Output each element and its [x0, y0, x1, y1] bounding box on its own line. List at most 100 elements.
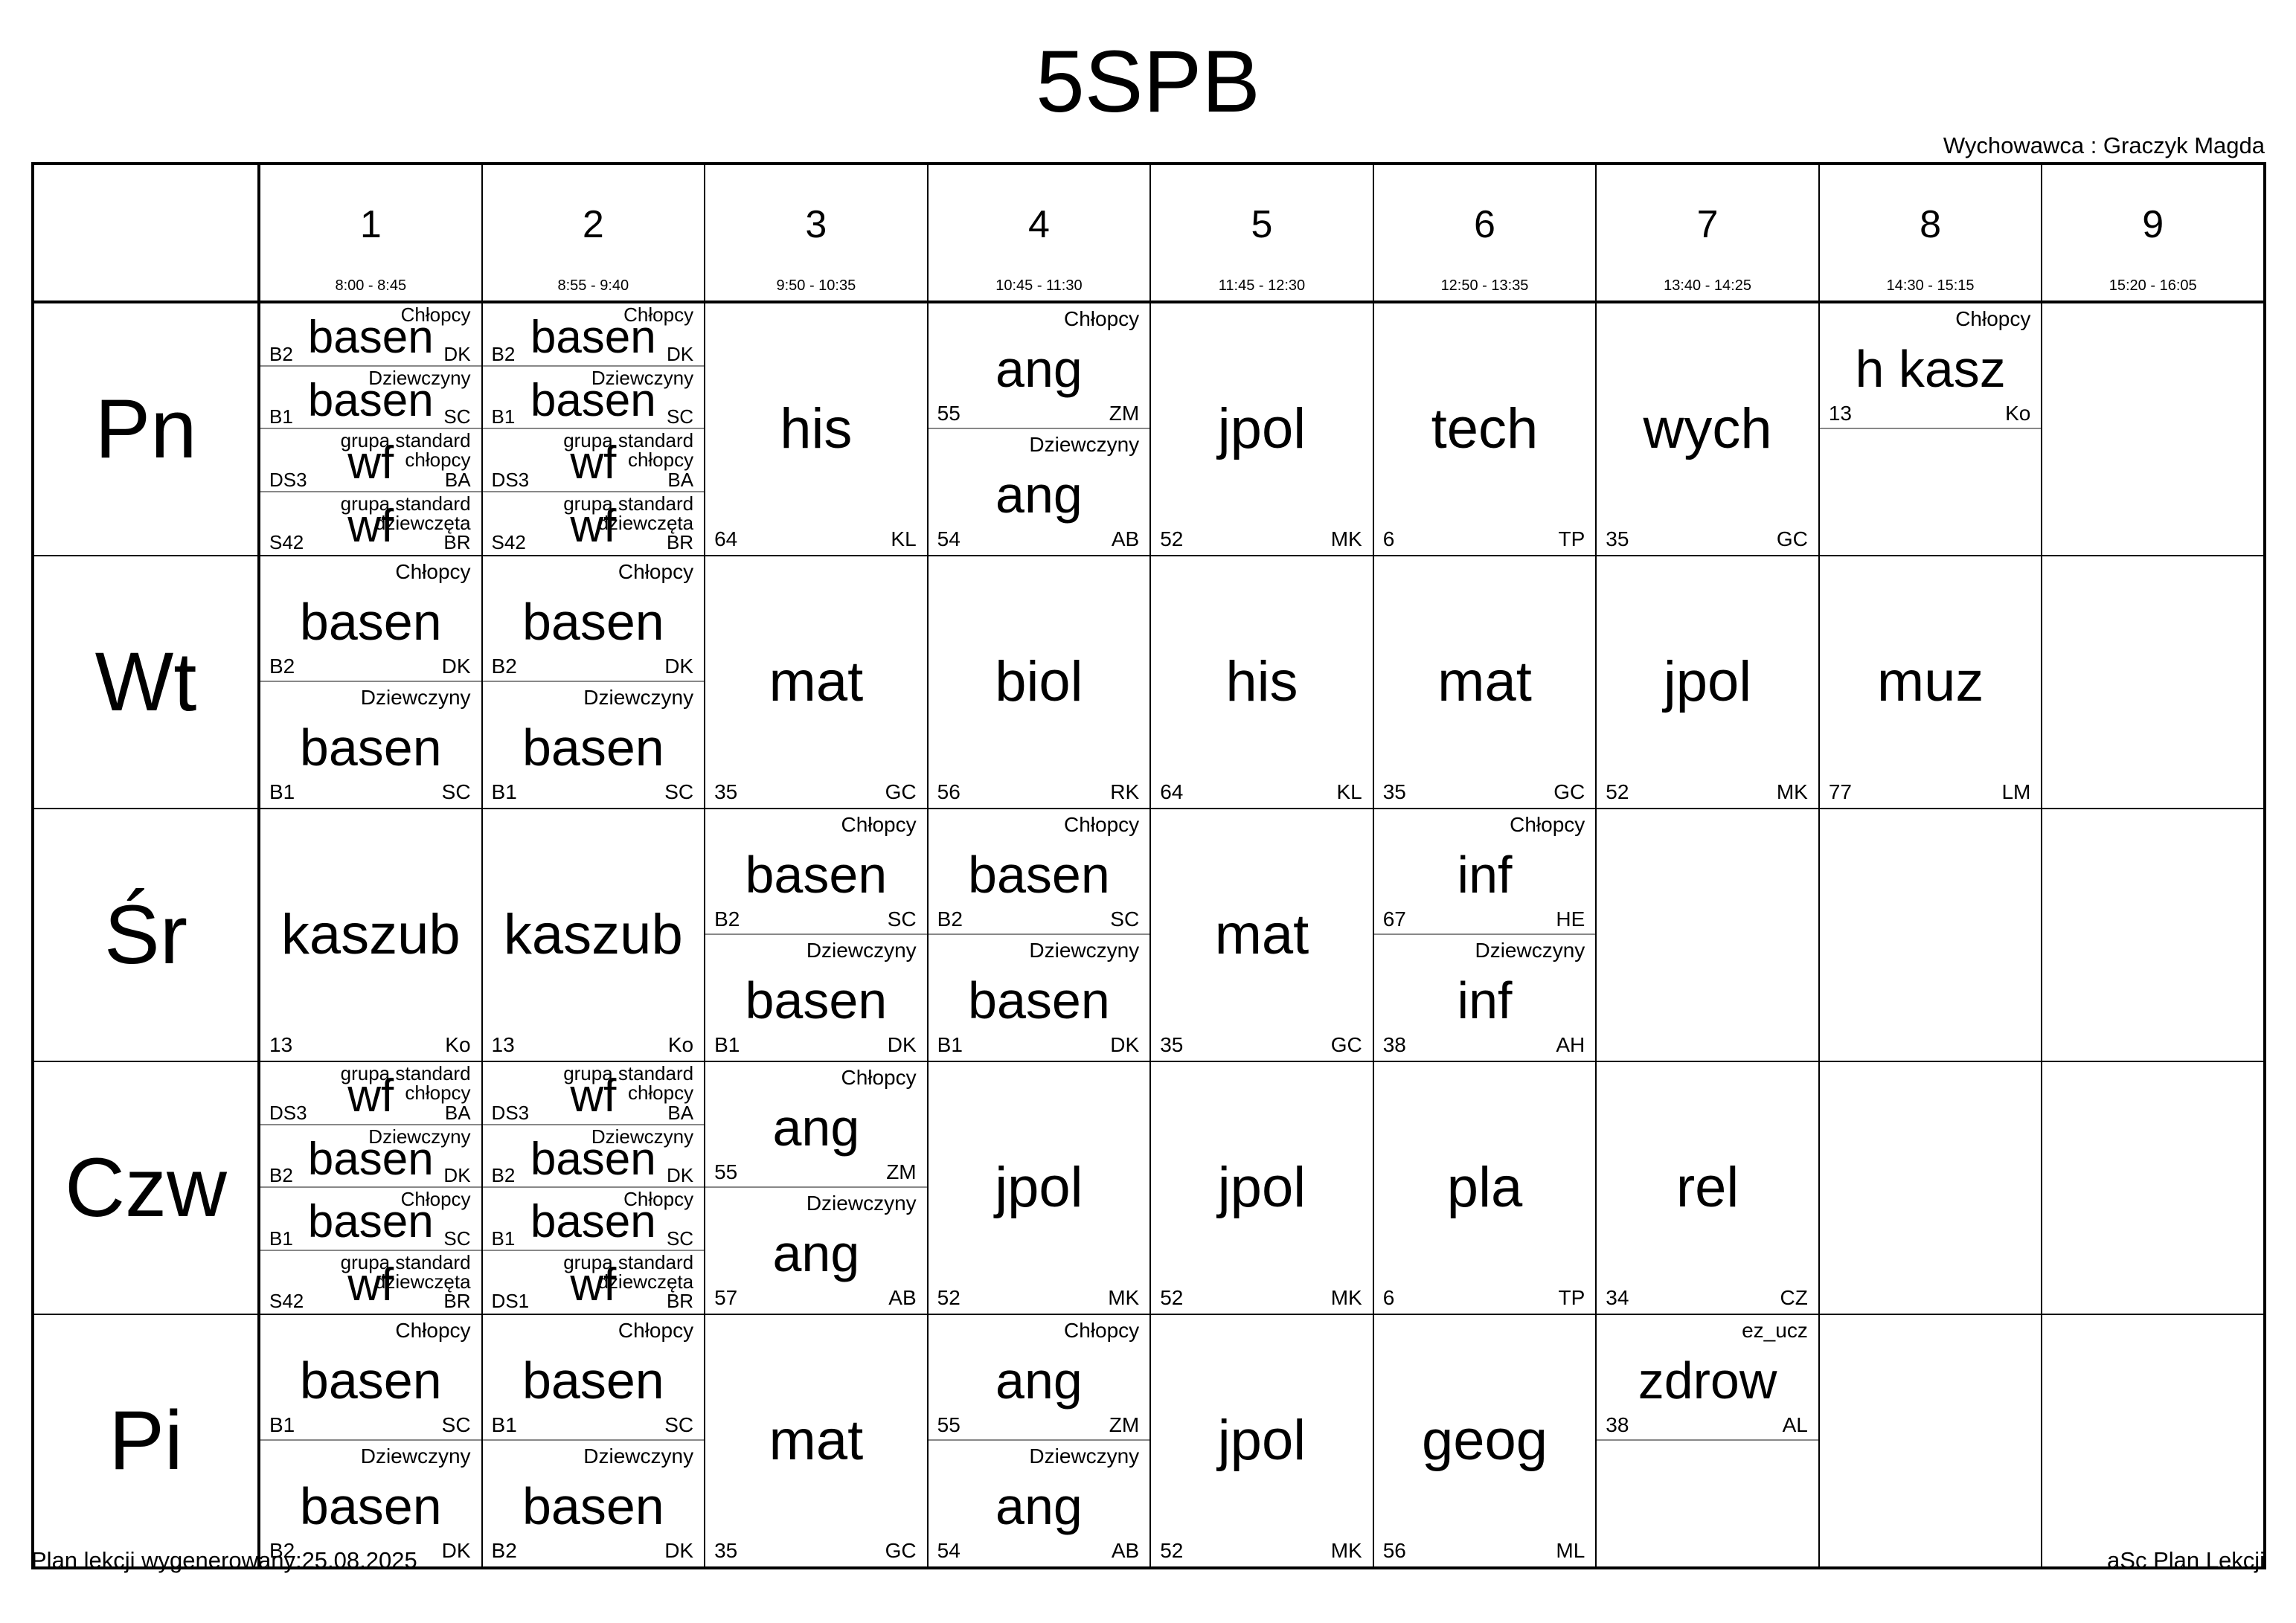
lesson-cell[interactable]: basen Chłopcy B2 DK basen Dziewczyny B1 SC wf gru… — [258, 301, 483, 556]
lesson-entry[interactable]: basen Dziewczyny B1 SC — [484, 682, 704, 807]
lesson-cell[interactable]: mat 35 GC — [704, 555, 929, 809]
lesson-entry[interactable]: basen Chłopcy B2 DK — [260, 557, 481, 682]
lesson-cell[interactable] — [2041, 808, 2265, 1062]
lesson-entry[interactable]: wf grupa standard chłopcy DS3 BA — [260, 429, 481, 492]
lesson-cell[interactable]: basen Chłopcy B1 SC basen Dziewczyny B2 DK — [258, 1314, 483, 1569]
lesson-entry[interactable]: h kasz Chłopcy 13 Ko — [1820, 303, 2041, 429]
lesson-cell[interactable]: wych 35 GC — [1595, 301, 1820, 556]
lesson-entry[interactable]: basen Chłopcy B2 DK — [260, 303, 481, 367]
lesson-cell[interactable]: kaszub 13 Ko — [258, 808, 483, 1062]
lesson-entry[interactable]: zdrow ez_ucz 38 AL — [1597, 1316, 1818, 1441]
lesson-entry[interactable]: basen Dziewczyny B2 DK — [484, 1441, 704, 1566]
lesson-cell[interactable]: mat 35 GC — [1372, 555, 1597, 809]
lesson-cell[interactable] — [1818, 1061, 2043, 1315]
lesson-entry[interactable]: mat 35 GC — [1152, 810, 1372, 1060]
lesson-cell[interactable] — [1818, 808, 2043, 1062]
lesson-cell[interactable]: rel 34 CZ — [1595, 1061, 1820, 1315]
lesson-cell[interactable]: geog 56 ML — [1372, 1314, 1597, 1569]
lesson-entry[interactable]: basen Dziewczyny B1 SC — [483, 367, 704, 429]
lesson-entry[interactable]: basen Dziewczyny B2 DK — [483, 1125, 704, 1188]
lesson-cell[interactable]: basen Chłopcy B2 DK basen Dziewczyny B1 SC — [481, 555, 706, 809]
lesson-entry[interactable]: kaszub 13 Ko — [260, 810, 481, 1060]
lesson-cell[interactable]: his 64 KL — [1149, 555, 1374, 809]
lesson-entry[interactable]: basen Chłopcy B2 SC — [706, 810, 926, 935]
lesson-cell[interactable]: jpol 52 MK — [926, 1061, 1152, 1315]
lesson-entry[interactable]: jpol 52 MK — [1597, 557, 1818, 807]
lesson-cell[interactable]: basen Chłopcy B2 DK basen Dziewczyny B1 SC — [258, 555, 483, 809]
lesson-entry[interactable]: biol 56 RK — [929, 557, 1149, 807]
lesson-entry[interactable]: pla 6 TP — [1375, 1063, 1595, 1313]
lesson-entry[interactable]: muz 77 LM — [1821, 557, 2041, 807]
lesson-cell[interactable]: ang Chłopcy 55 ZM ang Dziewczyny 57 AB — [704, 1061, 929, 1315]
lesson-cell[interactable]: mat 35 GC — [1149, 808, 1374, 1062]
lesson-entry[interactable]: basen Chłopcy B2 SC — [929, 810, 1149, 935]
lesson-cell[interactable]: wf grupa standard chłopcy DS3 BA basen Dziewc… — [258, 1061, 483, 1315]
lesson-entry[interactable]: jpol 52 MK — [1152, 1316, 1372, 1566]
lesson-entry[interactable]: wf grupa standard chłopcy DS3 BA — [483, 1063, 704, 1125]
lesson-entry[interactable]: inf Dziewczyny 38 AH — [1375, 935, 1595, 1060]
lesson-entry[interactable]: kaszub 13 Ko — [484, 810, 704, 1060]
lesson-cell[interactable]: zdrow ez_ucz 38 AL — [1595, 1314, 1820, 1569]
lesson-entry[interactable]: mat 35 GC — [1375, 557, 1595, 807]
lesson-cell[interactable]: jpol 52 MK — [1149, 1061, 1374, 1315]
lesson-entry[interactable]: wf grupa standard chłopcy DS3 BA — [260, 1063, 481, 1125]
lesson-cell[interactable]: inf Chłopcy 67 HE inf Dziewczyny 38 AH — [1372, 808, 1597, 1062]
lesson-entry[interactable]: ang Dziewczyny 54 AB — [929, 429, 1149, 554]
lesson-cell[interactable]: muz 77 LM — [1818, 555, 2043, 809]
lesson-cell[interactable] — [2041, 555, 2265, 809]
lesson-entry[interactable]: tech 6 TP — [1375, 303, 1595, 554]
lesson-entry[interactable]: basen Chłopcy B1 SC — [260, 1188, 481, 1251]
lesson-cell[interactable]: jpol 52 MK — [1149, 301, 1374, 556]
lesson-cell[interactable]: ang Chłopcy 55 ZM ang Dziewczyny 54 AB — [926, 301, 1152, 556]
lesson-entry[interactable]: ang Chłopcy 55 ZM — [929, 303, 1149, 429]
lesson-entry[interactable]: ang Chłopcy 55 ZM — [929, 1316, 1149, 1441]
lesson-entry[interactable]: basen Chłopcy B2 DK — [483, 303, 704, 367]
lesson-cell[interactable] — [2041, 1061, 2265, 1315]
lesson-cell[interactable]: jpol 52 MK — [1149, 1314, 1374, 1569]
lesson-entry[interactable]: jpol 52 MK — [1152, 303, 1372, 554]
lesson-entry[interactable]: mat 35 GC — [706, 557, 926, 807]
lesson-entry[interactable]: wf grupa standard dziewczęta S42 BR — [260, 492, 481, 555]
lesson-entry[interactable]: wf grupa standard dziewczęta DS1 BR — [484, 1251, 704, 1314]
lesson-cell[interactable]: biol 56 RK — [926, 555, 1152, 809]
lesson-entry[interactable]: ang Dziewczyny 54 AB — [929, 1441, 1149, 1566]
lesson-entry[interactable]: ang Dziewczyny 57 AB — [706, 1188, 926, 1313]
lesson-cell[interactable]: ang Chłopcy 55 ZM ang Dziewczyny 54 AB — [926, 1314, 1152, 1569]
lesson-entry[interactable]: wych 35 GC — [1597, 303, 1818, 554]
lesson-cell[interactable]: jpol 52 MK — [1595, 555, 1820, 809]
lesson-cell[interactable]: tech 6 TP — [1372, 301, 1597, 556]
lesson-entry[interactable]: basen Dziewczyny B1 DK — [706, 935, 926, 1060]
lesson-entry[interactable]: jpol 52 MK — [1152, 1063, 1372, 1313]
lesson-cell[interactable]: basen Chłopcy B2 SC basen Dziewczyny B1 DK — [704, 808, 929, 1062]
lesson-entry[interactable]: basen Dziewczyny B1 SC — [260, 367, 481, 429]
lesson-cell[interactable]: basen Chłopcy B2 SC basen Dziewczyny B1 DK — [926, 808, 1152, 1062]
lesson-entry[interactable]: basen Chłopcy B2 DK — [483, 557, 704, 682]
lesson-entry[interactable]: basen Chłopcy B1 SC — [483, 1316, 704, 1441]
lesson-entry[interactable]: basen Chłopcy B1 SC — [260, 1316, 481, 1441]
lesson-entry[interactable]: mat 35 GC — [706, 1316, 926, 1566]
lesson-entry[interactable]: basen Chłopcy B1 SC — [483, 1188, 704, 1251]
lesson-cell[interactable]: h kasz Chłopcy 13 Ko — [1818, 301, 2043, 556]
lesson-entry[interactable]: his 64 KL — [706, 303, 926, 554]
lesson-cell[interactable]: basen Chłopcy B1 SC basen Dziewczyny B2 DK — [481, 1314, 706, 1569]
lesson-entry[interactable]: jpol 52 MK — [929, 1063, 1149, 1313]
lesson-cell[interactable]: kaszub 13 Ko — [481, 808, 706, 1062]
lesson-cell[interactable]: mat 35 GC — [704, 1314, 929, 1569]
lesson-entry[interactable]: geog 56 ML — [1375, 1316, 1595, 1566]
lesson-entry[interactable]: wf grupa standard chłopcy DS3 BA — [483, 429, 704, 492]
lesson-entry[interactable]: ang Chłopcy 55 ZM — [706, 1063, 926, 1188]
lesson-cell[interactable] — [1595, 808, 1820, 1062]
lesson-cell[interactable]: basen Chłopcy B2 DK basen Dziewczyny B1 SC wf gru… — [481, 301, 706, 556]
lesson-cell[interactable]: wf grupa standard chłopcy DS3 BA basen Dziewc… — [481, 1061, 706, 1315]
lesson-entry[interactable]: his 64 KL — [1152, 557, 1372, 807]
lesson-cell[interactable] — [2041, 1314, 2265, 1569]
lesson-cell[interactable] — [1818, 1314, 2043, 1569]
lesson-entry[interactable]: wf grupa standard dziewczęta S42 BR — [260, 1251, 481, 1314]
lesson-entry[interactable]: inf Chłopcy 67 HE — [1374, 810, 1595, 935]
lesson-entry[interactable]: rel 34 CZ — [1597, 1063, 1818, 1313]
lesson-entry[interactable]: basen Dziewczyny B1 DK — [929, 935, 1149, 1060]
lesson-cell[interactable]: pla 6 TP — [1372, 1061, 1597, 1315]
lesson-cell[interactable]: his 64 KL — [704, 301, 929, 556]
lesson-cell[interactable] — [2041, 301, 2265, 556]
lesson-entry[interactable]: basen Dziewczyny B2 DK — [260, 1441, 481, 1566]
